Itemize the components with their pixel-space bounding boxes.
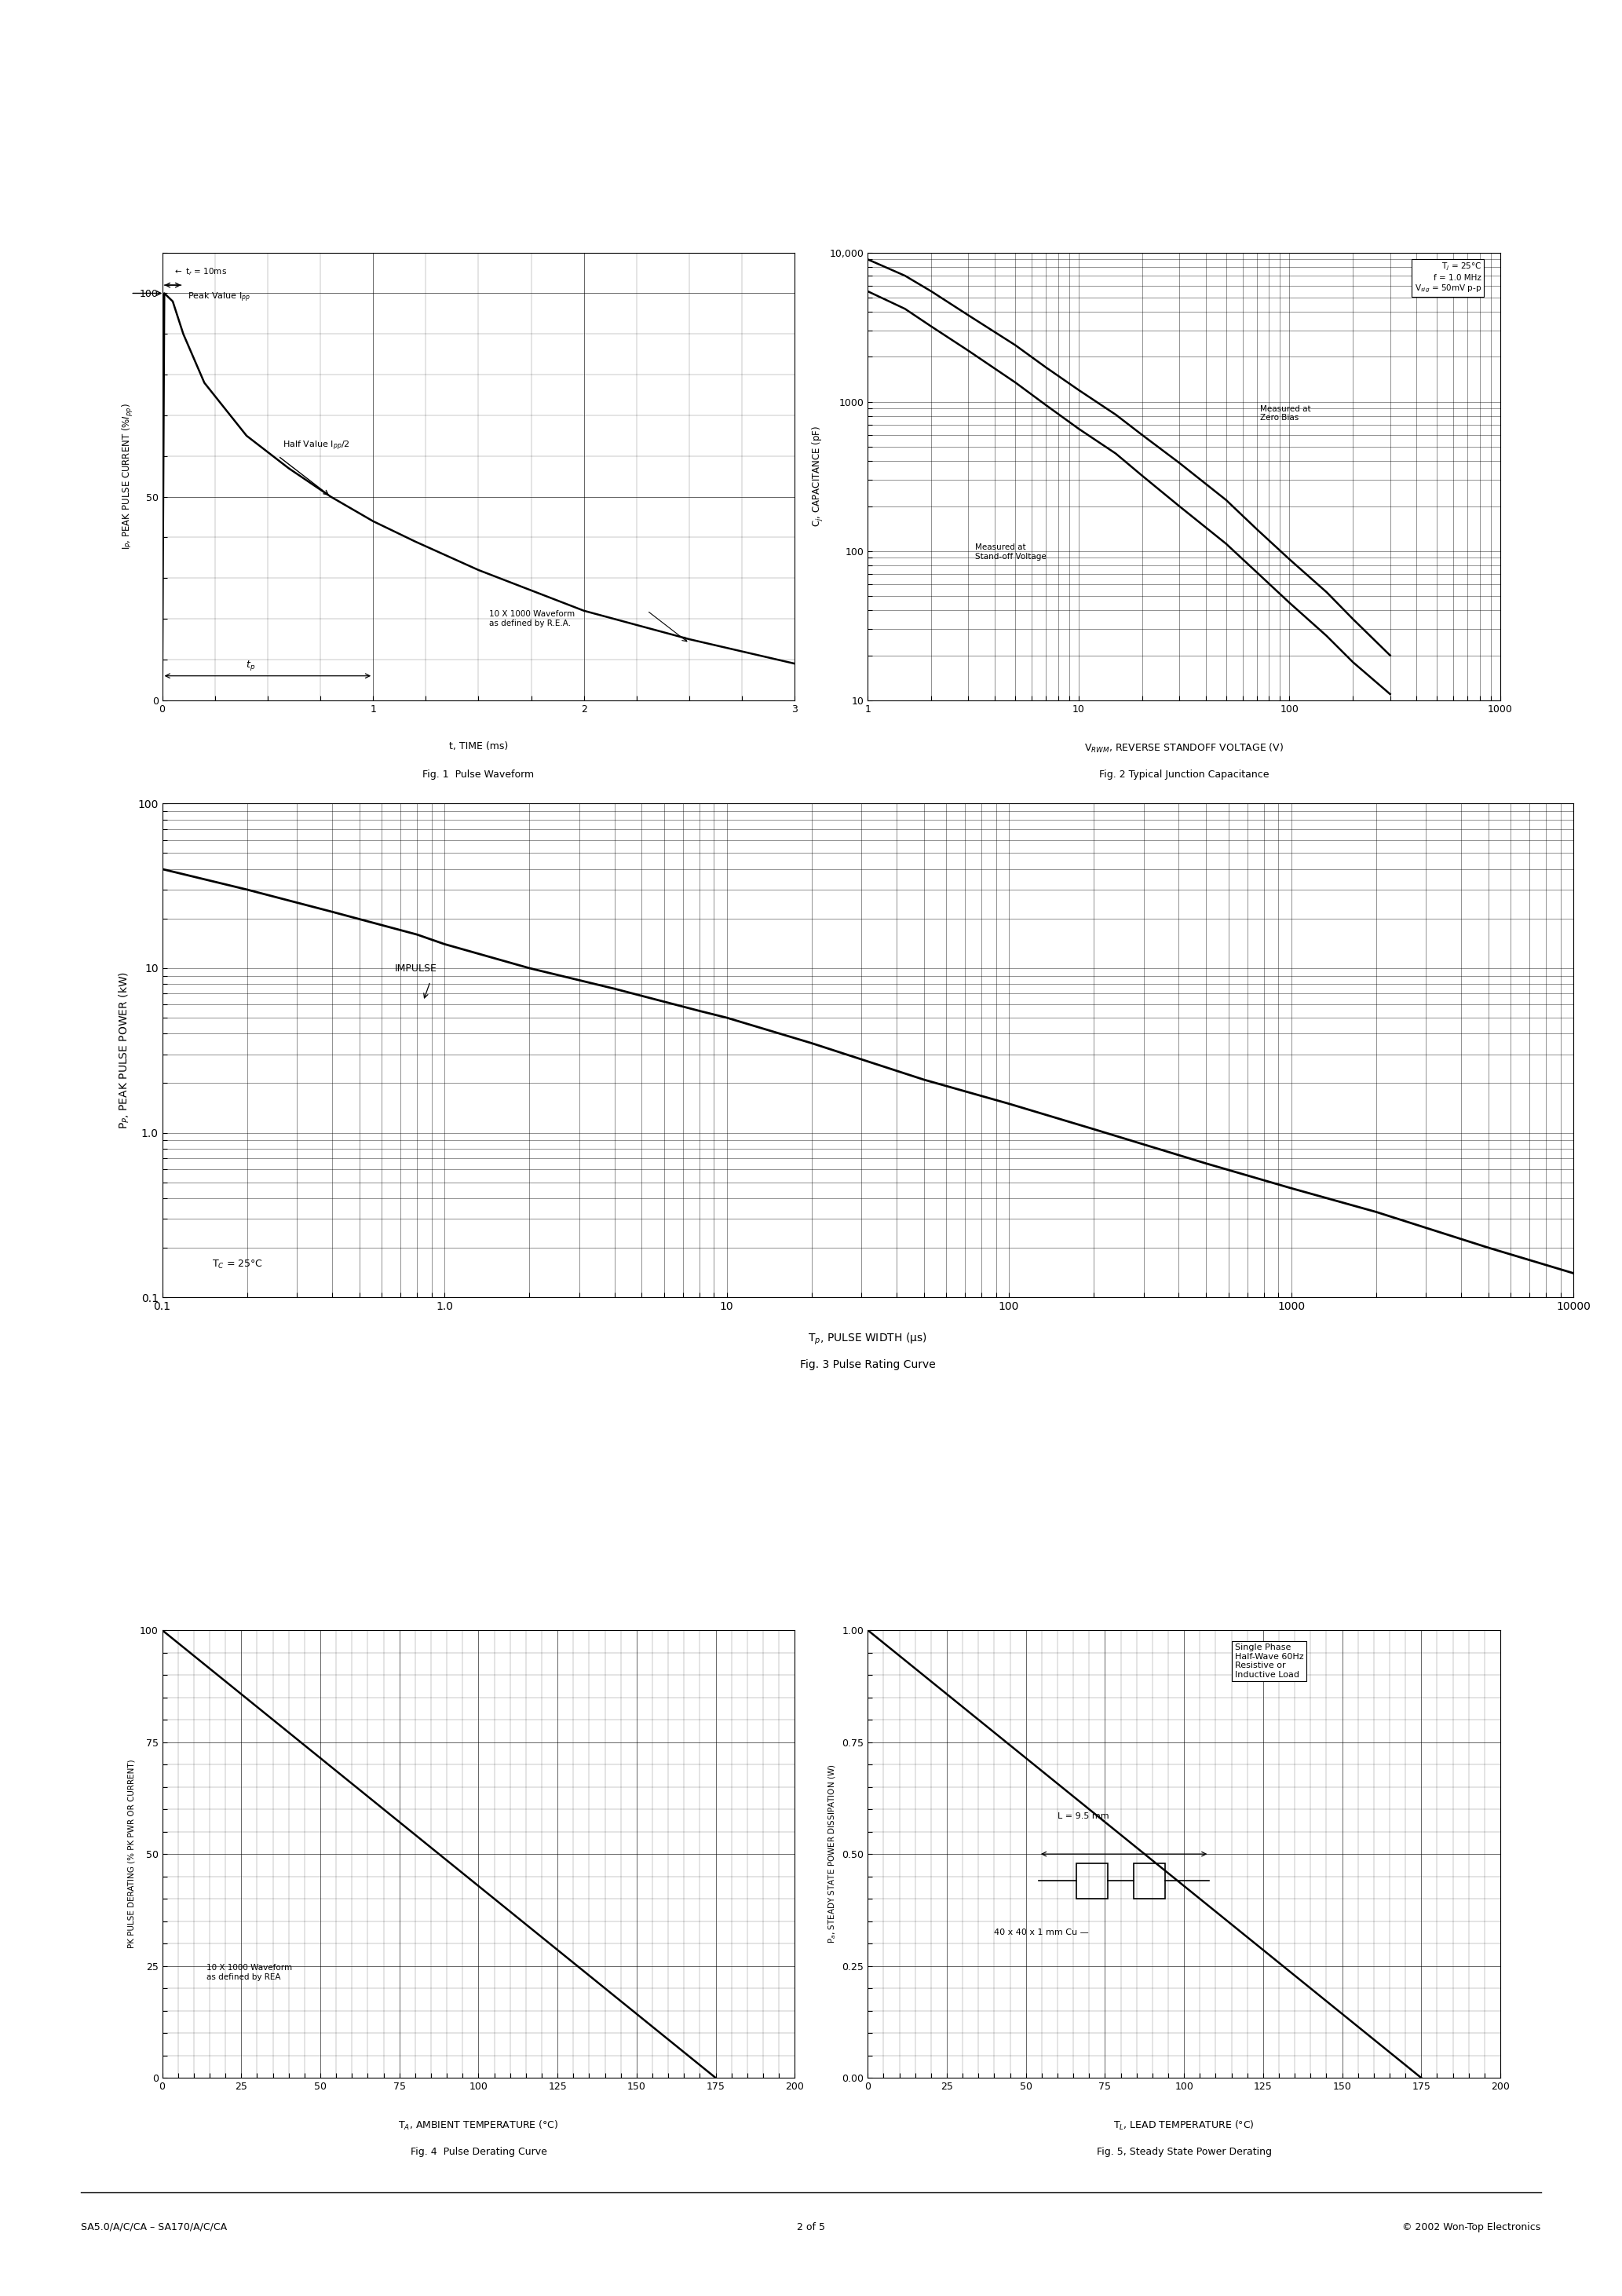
Text: SA5.0/A/C/CA – SA170/A/C/CA: SA5.0/A/C/CA – SA170/A/C/CA — [81, 2223, 227, 2232]
Text: 10 X 1000 Waveform
as defined by R.E.A.: 10 X 1000 Waveform as defined by R.E.A. — [490, 611, 574, 627]
Text: 40 x 40 x 1 mm Cu —: 40 x 40 x 1 mm Cu — — [994, 1929, 1088, 1936]
Text: Fig. 5, Steady State Power Derating: Fig. 5, Steady State Power Derating — [1096, 2147, 1272, 2156]
Text: Fig. 2 Typical Junction Capacitance: Fig. 2 Typical Junction Capacitance — [1100, 769, 1268, 778]
Y-axis label: PK PULSE DERATING (% PK PWR OR CURRENT): PK PULSE DERATING (% PK PWR OR CURRENT) — [128, 1759, 135, 1949]
Y-axis label: I$_P$, PEAK PULSE CURRENT (%$I_{pp}$): I$_P$, PEAK PULSE CURRENT (%$I_{pp}$) — [122, 404, 135, 549]
Text: T$_j$ = 25°C
f = 1.0 MHz
V$_{sig}$ = 50mV p-p: T$_j$ = 25°C f = 1.0 MHz V$_{sig}$ = 50m… — [1414, 262, 1481, 294]
Text: $\leftarrow$ t$_r$ = 10ms: $\leftarrow$ t$_r$ = 10ms — [174, 266, 227, 278]
Text: 2 of 5: 2 of 5 — [796, 2223, 826, 2232]
Text: T$_p$, PULSE WIDTH (μs): T$_p$, PULSE WIDTH (μs) — [808, 1332, 928, 1348]
Y-axis label: P$_P$, PEAK PULSE POWER (kW): P$_P$, PEAK PULSE POWER (kW) — [117, 971, 131, 1130]
Y-axis label: C$_j$, CAPACITANCE (pF): C$_j$, CAPACITANCE (pF) — [811, 425, 826, 528]
Text: Half Value I$_{pp}$/2: Half Value I$_{pp}$/2 — [282, 439, 350, 452]
Text: V$_{RWM}$, REVERSE STANDOFF VOLTAGE (V): V$_{RWM}$, REVERSE STANDOFF VOLTAGE (V) — [1083, 742, 1285, 755]
Text: Measured at
Zero Bias: Measured at Zero Bias — [1260, 404, 1311, 422]
Y-axis label: P$_a$, STEADY STATE POWER DISSIPATION (W): P$_a$, STEADY STATE POWER DISSIPATION (W… — [827, 1763, 837, 1945]
Text: t, TIME (ms): t, TIME (ms) — [449, 742, 508, 751]
Text: Fig. 3 Pulse Rating Curve: Fig. 3 Pulse Rating Curve — [800, 1359, 936, 1371]
Text: Fig. 4  Pulse Derating Curve: Fig. 4 Pulse Derating Curve — [410, 2147, 547, 2156]
Text: L = 9.5 mm: L = 9.5 mm — [1058, 1812, 1109, 1821]
Text: Peak Value I$_{pp}$: Peak Value I$_{pp}$ — [188, 292, 250, 303]
FancyBboxPatch shape — [1077, 1862, 1108, 1899]
Text: 10 X 1000 Waveform
as defined by REA: 10 X 1000 Waveform as defined by REA — [206, 1963, 292, 1981]
Text: Single Phase
Half-Wave 60Hz
Resistive or
Inductive Load: Single Phase Half-Wave 60Hz Resistive or… — [1234, 1644, 1304, 1678]
Text: Fig. 1  Pulse Waveform: Fig. 1 Pulse Waveform — [423, 769, 534, 778]
Text: T$_L$, LEAD TEMPERATURE (°C): T$_L$, LEAD TEMPERATURE (°C) — [1114, 2119, 1254, 2133]
Text: t$_p$: t$_p$ — [247, 659, 256, 673]
Text: © 2002 Won-Top Electronics: © 2002 Won-Top Electronics — [1403, 2223, 1541, 2232]
Text: T$_A$, AMBIENT TEMPERATURE (°C): T$_A$, AMBIENT TEMPERATURE (°C) — [399, 2119, 558, 2133]
Text: Measured at
Stand-off Voltage: Measured at Stand-off Voltage — [975, 544, 1046, 560]
Text: T$_C$ = 25°C: T$_C$ = 25°C — [211, 1258, 263, 1272]
Text: IMPULSE: IMPULSE — [396, 964, 438, 974]
FancyBboxPatch shape — [1134, 1862, 1165, 1899]
